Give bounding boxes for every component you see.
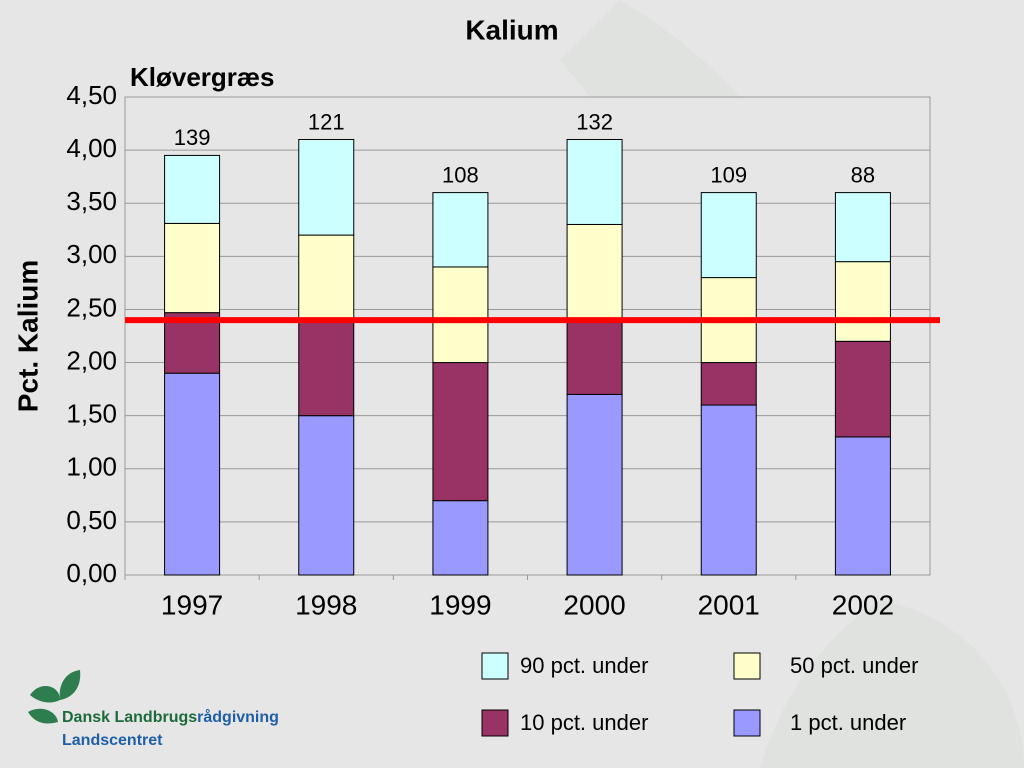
- bar-segment: [298, 138, 355, 236]
- bar-segment: [700, 192, 757, 279]
- bar-label: 109: [710, 162, 747, 187]
- logo-leaf: [59, 670, 81, 700]
- bar-segment: [834, 436, 891, 576]
- bar-segment: [566, 223, 623, 321]
- x-tick-label: 1999: [429, 589, 491, 620]
- bar-segment: [834, 340, 891, 438]
- legend-label: 90 pct. under: [520, 653, 648, 678]
- legend-swatch: [733, 652, 761, 680]
- bar-label: 88: [851, 162, 875, 187]
- bar-segment: [700, 362, 757, 406]
- bar-segment: [298, 415, 355, 576]
- x-tick-label: 2002: [832, 589, 894, 620]
- x-tick-label: 2000: [563, 589, 625, 620]
- legend-swatch: [481, 652, 509, 680]
- x-tick-label: 1998: [295, 589, 357, 620]
- bar-segment: [834, 192, 891, 263]
- legend-label: 50 pct. under: [790, 653, 918, 678]
- y-tick-label: 3,00: [66, 239, 117, 269]
- x-tick-label: 1997: [161, 589, 223, 620]
- bar-segment: [298, 319, 355, 417]
- bar-segment: [164, 372, 221, 576]
- legend-swatch: [733, 709, 761, 737]
- bar-segment: [700, 404, 757, 576]
- bar-segment: [432, 362, 489, 502]
- bar-label: 139: [174, 125, 211, 150]
- y-tick-label: 2,50: [66, 292, 117, 322]
- bar-segment: [834, 261, 891, 342]
- y-axis-label: Pct. Kalium: [12, 260, 43, 412]
- y-tick-label: 4,50: [66, 80, 117, 110]
- plot-area: [124, 96, 931, 576]
- chart-title: Kalium: [465, 14, 558, 45]
- bar-segment: [566, 393, 623, 576]
- y-tick-label: 3,50: [66, 186, 117, 216]
- logo-name-part: Dansk Landbrugs: [62, 709, 197, 726]
- logo-leaf: [30, 685, 60, 703]
- chart-subtitle: Kløvergræs: [130, 62, 275, 92]
- legend-label: 1 pct. under: [790, 710, 906, 735]
- logo: Dansk Landbrugsrådgivning Landscentret: [28, 670, 279, 749]
- bar-segment: [432, 500, 489, 576]
- y-tick-label: 1,50: [66, 399, 117, 429]
- logo-subname: Landscentret: [62, 732, 163, 749]
- logo-name-part: rådgivning: [197, 708, 279, 726]
- x-tick-label: 2001: [698, 589, 760, 620]
- logo-leaf: [28, 708, 58, 724]
- y-tick-label: 2,00: [66, 345, 117, 375]
- y-tick-label: 1,00: [66, 452, 117, 482]
- legend-swatch: [481, 709, 509, 737]
- decoration: [760, 600, 1024, 768]
- y-tick-label: 0,00: [66, 558, 117, 588]
- logo-name: Dansk Landbrugsrådgivning: [62, 708, 279, 726]
- bar-label: 132: [576, 109, 613, 134]
- y-tick-label: 4,00: [66, 133, 117, 163]
- legend-label: 10 pct. under: [520, 710, 648, 735]
- bar-segment: [164, 154, 221, 224]
- bar-segment: [566, 138, 623, 225]
- bar-segment: [164, 222, 221, 314]
- bar-label: 108: [442, 162, 479, 187]
- bar-segment: [566, 319, 623, 395]
- bar-segment: [432, 192, 489, 268]
- bar-segment: [298, 234, 355, 321]
- bar-segment: [432, 266, 489, 364]
- y-tick-label: 0,50: [66, 505, 117, 535]
- bar-label: 121: [308, 109, 345, 134]
